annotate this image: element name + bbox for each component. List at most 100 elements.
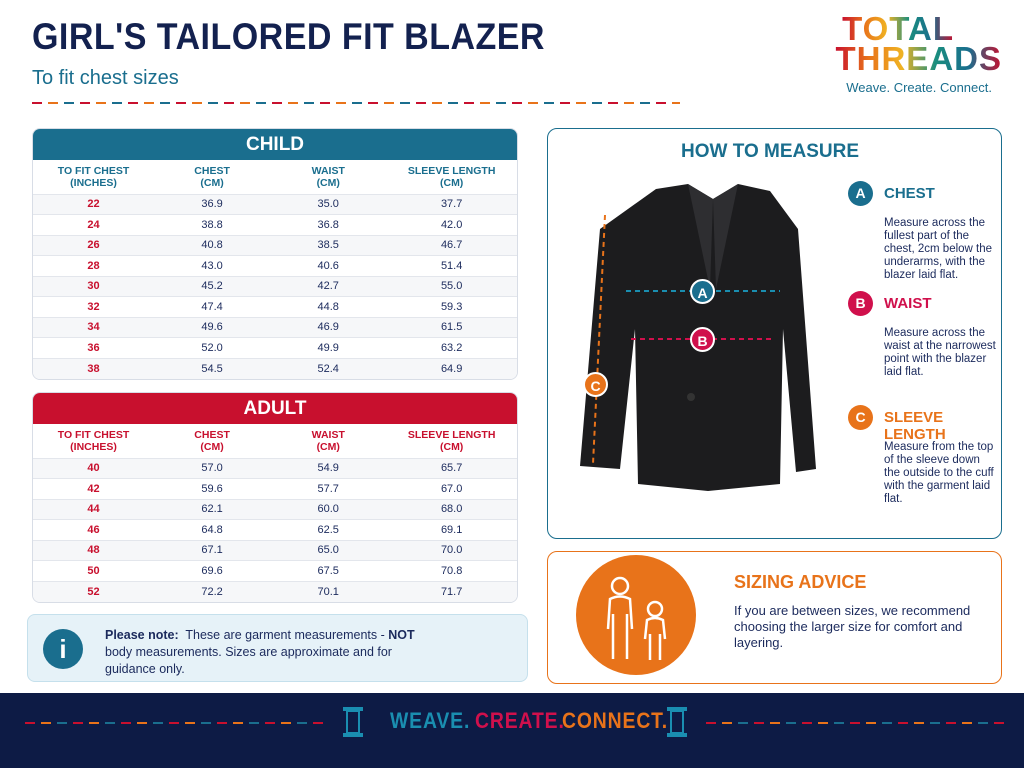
note-label: Please note: [105, 628, 179, 642]
divider [706, 722, 1006, 724]
column-header: CHEST (CM) [194, 164, 230, 189]
item-letter: A [848, 181, 873, 206]
spool-icon [667, 707, 687, 737]
table: TO FIT CHEST (INCHES) CHEST (CM) WAIST (CM… [33, 424, 517, 602]
cell: 38.8 [154, 214, 271, 235]
item-name: SLEEVE LENGTH [884, 409, 946, 443]
cell: 62.1 [154, 498, 271, 520]
item-letter: B [848, 291, 873, 316]
button [687, 393, 695, 401]
table-row: 30 45.2 42.7 55.0 [33, 275, 517, 297]
advice-text: If you are between sizes, we recommend c… [734, 603, 971, 650]
cell: 61.5 [386, 316, 517, 338]
cell: 64.9 [386, 357, 517, 379]
family-icon [576, 555, 696, 675]
cell: 59.6 [154, 478, 271, 499]
size-cell: 46 [33, 519, 154, 540]
table-row: 22 36.9 35.0 37.7 [33, 193, 517, 215]
cell: 54.5 [154, 357, 271, 379]
table: TO FIT CHEST (INCHES) CHEST (CM) WAIST (CM… [33, 160, 517, 379]
column-header: WAIST (CM) [311, 164, 345, 189]
column-header: WAIST (CM) [311, 428, 345, 453]
subtitle: To fit chest sizes [32, 67, 179, 89]
lapel [688, 184, 738, 289]
column-header: TO FIT CHEST (INCHES) [57, 428, 130, 453]
table-row: 32 47.4 44.8 59.3 [33, 296, 517, 317]
table-row: 44 62.1 60.0 68.0 [33, 498, 517, 520]
size-cell: 42 [33, 478, 154, 499]
panel-title: HOW TO MEASURE [681, 141, 860, 162]
cell: 43.0 [154, 255, 271, 276]
cell: 63.2 [386, 337, 517, 358]
cell: 42.7 [270, 275, 387, 297]
cell: 49.9 [270, 337, 387, 358]
cell: 45.2 [154, 275, 271, 297]
table-row: 26 40.8 38.5 46.7 [33, 234, 517, 256]
cell: 40.8 [154, 234, 271, 256]
table-row: 50 69.6 67.5 70.8 [33, 560, 517, 581]
footer-word: WEAVE. [390, 708, 471, 733]
cell: 52.0 [154, 337, 271, 358]
footer-word: CONNECT. [562, 708, 668, 733]
size-cell: 36 [33, 337, 154, 358]
note-emphasis: NOT [388, 628, 415, 642]
spool-icon [343, 707, 363, 737]
cell: 69.6 [154, 560, 271, 581]
cell: 70.0 [386, 539, 517, 561]
item-name: CHEST [884, 185, 935, 202]
cell: 67.1 [154, 539, 271, 561]
table-row: 48 67.1 65.0 70.0 [33, 539, 517, 561]
cell: 69.1 [386, 519, 517, 540]
size-cell: 48 [33, 539, 154, 561]
table-row: 34 49.6 46.9 61.5 [33, 316, 517, 338]
advice-title: SIZING ADVICE [734, 572, 867, 592]
size-cell: 32 [33, 296, 154, 317]
cell: 64.8 [154, 519, 271, 540]
cell: 42.0 [386, 214, 517, 235]
cell: 40.6 [270, 255, 387, 276]
cell: 72.2 [154, 580, 271, 602]
cell: 44.8 [270, 296, 387, 317]
column-header: TO FIT CHEST (INCHES) [57, 164, 130, 189]
diagram-label: B [690, 327, 715, 352]
table-title: CHILD [33, 129, 517, 160]
item-text: Measure from the top of the sleeve down … [884, 441, 994, 505]
table-row: 28 43.0 40.6 51.4 [33, 255, 517, 276]
cell: 65.0 [270, 539, 387, 561]
cell: 70.1 [270, 580, 387, 602]
size-cell: 40 [33, 457, 154, 479]
diagram-label: C [583, 372, 608, 397]
cell: 38.5 [270, 234, 387, 256]
cell: 36.9 [154, 193, 271, 215]
size-cell: 38 [33, 357, 154, 379]
size-table: ADULT TO FIT CHEST (INCHES) CHEST (CM) WAIS… [32, 392, 518, 603]
table-row: 36 52.0 49.9 63.2 [33, 337, 517, 358]
item-name: WAIST [884, 295, 932, 312]
cell: 65.7 [386, 457, 517, 479]
cell: 57.0 [154, 457, 271, 479]
cell: 52.4 [270, 357, 387, 379]
cell: 55.0 [386, 275, 517, 297]
size-cell: 52 [33, 580, 154, 602]
size-cell: 24 [33, 214, 154, 235]
note-box: i Please note: These are garment measure… [27, 614, 528, 682]
cell: 67.5 [270, 560, 387, 581]
item-text: Measure across the waist at the narrowes… [884, 327, 996, 378]
column-header: SLEEVE LENGTH (CM) [407, 164, 496, 189]
header-row: TO FIT CHEST (INCHES) CHEST (CM) WAIST (CM… [33, 424, 517, 458]
cell: 54.9 [270, 457, 387, 479]
note-text-part: These are garment measurements - [185, 628, 385, 642]
size-cell: 22 [33, 193, 154, 215]
size-cell: 50 [33, 560, 154, 581]
size-cell: 44 [33, 498, 154, 520]
size-cell: 30 [33, 275, 154, 297]
size-cell: 34 [33, 316, 154, 338]
cell: 46.7 [386, 234, 517, 256]
page-title: GIRL'S TAILORED FIT BLAZER [32, 16, 545, 57]
cell: 60.0 [270, 498, 387, 520]
note-text: Please note: These are garment measureme… [105, 627, 415, 678]
cell: 71.7 [386, 580, 517, 602]
size-cell: 26 [33, 234, 154, 256]
table-row: 42 59.6 57.7 67.0 [33, 478, 517, 499]
